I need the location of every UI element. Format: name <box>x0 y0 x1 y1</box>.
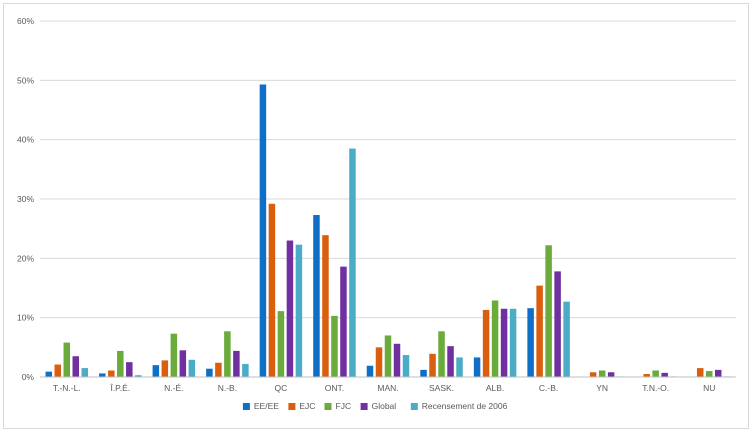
x-category-label: MAN. <box>377 383 398 393</box>
bar-fjc <box>545 245 552 377</box>
bars <box>45 84 731 377</box>
bar-ejc <box>375 347 383 377</box>
legend-swatch <box>410 403 418 410</box>
bar-recensement-de-2006 <box>563 301 570 377</box>
bar-global <box>607 372 615 377</box>
bar-ejc <box>696 368 704 377</box>
x-category-label: ONT. <box>325 383 344 393</box>
bar-global <box>233 350 240 377</box>
bar-fjc <box>705 371 713 377</box>
bar-ee-ee <box>206 368 213 377</box>
bar-global <box>72 356 80 377</box>
y-tick-label: 10% <box>17 313 34 323</box>
x-axis-categories: T.-N.-L. Î.P.É. N.-É. N.-B. QC ONT. MAN. SASK. A… <box>53 383 716 393</box>
x-category-label: Î.P.É. <box>109 383 130 393</box>
gridlines <box>40 20 736 319</box>
bar-fjc <box>331 315 338 377</box>
y-tick-label: 40% <box>17 135 34 145</box>
bar-ee-ee <box>152 365 160 377</box>
bar-recensement-de-2006 <box>295 244 303 377</box>
x-category-label: T.-N.-L. <box>53 383 81 393</box>
bar-fjc <box>63 342 71 377</box>
bar-fjc <box>277 311 285 377</box>
x-category-label: ALB. <box>486 383 504 393</box>
bar-recensement-de-2006 <box>349 148 356 377</box>
bar-ee-ee <box>420 369 427 377</box>
y-tick-label: 30% <box>17 194 34 204</box>
bar-global <box>554 271 561 377</box>
bar-ee-ee <box>259 84 267 377</box>
bar-ee-ee <box>45 371 53 377</box>
bar-ee-ee <box>99 373 106 377</box>
bar-global <box>714 369 722 377</box>
bar-ejc <box>482 309 490 377</box>
bar-global <box>286 240 294 377</box>
bar-fjc <box>438 331 445 377</box>
x-category-label: T.N.-O. <box>642 383 669 393</box>
bar-global <box>393 343 401 377</box>
bar-ejc <box>108 370 115 377</box>
legend-label: Global <box>372 401 397 411</box>
legend-swatch <box>288 403 296 410</box>
bar-fjc <box>170 333 178 377</box>
x-category-label: YN <box>596 383 608 393</box>
bar-ejc <box>536 285 543 377</box>
bar-ee-ee <box>366 365 374 377</box>
bar-ee-ee <box>527 308 534 377</box>
bar-recensement-de-2006 <box>456 357 463 377</box>
bar-global <box>126 362 133 377</box>
legend: EE/EE EJC FJC Global Recensement de 2006 <box>242 401 508 411</box>
legend-label: Recensement de 2006 <box>422 401 508 411</box>
x-category-label: QC <box>275 383 288 393</box>
legend-swatch <box>242 403 250 410</box>
bar-ejc <box>589 372 597 377</box>
bar-recensement-de-2006 <box>509 308 517 377</box>
bar-ejc <box>429 353 436 377</box>
bar-fjc <box>491 300 499 377</box>
bar-recensement-de-2006 <box>188 359 196 377</box>
x-category-label: C.-B. <box>539 383 558 393</box>
bar-fjc <box>384 335 392 377</box>
x-category-label: N.-É. <box>164 383 183 393</box>
bar-ee-ee <box>313 215 320 377</box>
bar-ejc <box>161 360 169 377</box>
bar-global <box>340 266 347 377</box>
bar-ee-ee <box>473 357 481 377</box>
bar-ejc <box>54 364 62 377</box>
bar-fjc <box>224 331 231 377</box>
y-tick-label: 20% <box>17 253 34 263</box>
x-category-label: SASK. <box>429 383 454 393</box>
bar-recensement-de-2006 <box>402 355 410 377</box>
y-tick-label: 50% <box>17 75 34 85</box>
bar-fjc <box>598 370 606 377</box>
bar-ejc <box>643 374 650 377</box>
bar-recensement-de-2006 <box>242 363 249 377</box>
y-tick-label: 60% <box>17 16 34 26</box>
bar-global <box>661 372 668 377</box>
bar-global <box>447 346 454 377</box>
bar-fjc <box>652 370 659 377</box>
bar-recensement-de-2006 <box>135 375 142 377</box>
bar-ejc <box>322 235 329 377</box>
bar-global <box>179 350 187 377</box>
bar-fjc <box>117 350 124 377</box>
y-axis-ticks: 0% 10% 20% 30% 40% 50% 60% <box>17 16 34 382</box>
x-category-label: N.-B. <box>218 383 237 393</box>
legend-label: FJC <box>336 401 352 411</box>
bar-ejc <box>268 203 276 377</box>
bar-global <box>500 308 508 377</box>
legend-swatch <box>324 403 332 410</box>
legend-label: EJC <box>299 401 315 411</box>
y-tick-label: 0% <box>22 372 35 382</box>
bar-recensement-de-2006 <box>81 368 89 377</box>
x-category-label: NU <box>703 383 715 393</box>
legend-label: EE/EE <box>254 401 279 411</box>
legend-swatch <box>360 403 368 410</box>
bar-ejc <box>215 362 222 377</box>
